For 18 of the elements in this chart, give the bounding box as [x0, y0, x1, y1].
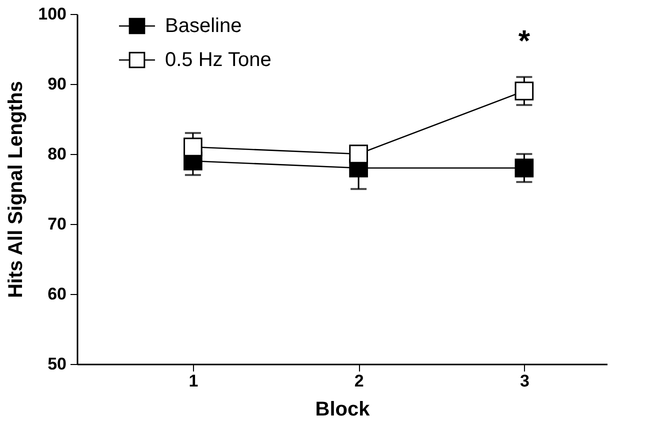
x-axis-title: Block: [315, 398, 371, 420]
y-tick-label: 60: [48, 284, 66, 304]
legend-label: 0.5 Hz Tone: [165, 49, 272, 71]
point: [514, 82, 534, 100]
point: [349, 144, 368, 164]
point: [184, 138, 202, 156]
y-tick-label: 80: [48, 144, 66, 164]
x-tick-label: 1: [188, 372, 198, 390]
legend-label: Baseline: [165, 15, 242, 37]
y-tick-label: 70: [48, 214, 66, 234]
x-tick-label: 2: [354, 372, 364, 390]
annotation: *: [518, 25, 530, 58]
y-tick-label: 90: [48, 74, 66, 94]
point: [514, 158, 534, 178]
y-tick-label: 50: [48, 354, 66, 374]
y-tick-label: 100: [38, 4, 66, 24]
x-tick-label: 3: [520, 372, 530, 390]
y-axis-title: Hits All Signal Lengths: [5, 80, 28, 298]
